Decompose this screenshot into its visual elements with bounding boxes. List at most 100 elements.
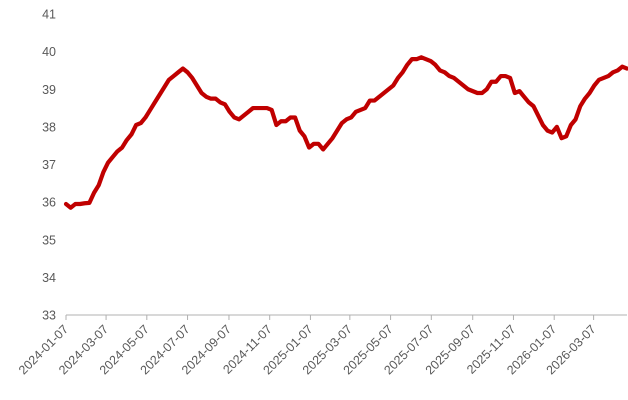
data-point: [195, 83, 199, 88]
data-point: [270, 108, 274, 112]
data-point: [480, 91, 484, 95]
data-point: [592, 83, 596, 88]
data-point: [344, 117, 349, 121]
data-point: [218, 100, 222, 105]
y-tick-label: 38: [42, 120, 56, 134]
data-point: [232, 115, 236, 120]
data-point: [260, 106, 264, 110]
data-point: [274, 123, 278, 127]
data-point: [153, 100, 157, 105]
data-point: [588, 91, 592, 95]
y-tick-label: 33: [42, 309, 56, 323]
data-point: [316, 142, 321, 146]
data-point: [288, 115, 292, 120]
data-point: [461, 83, 465, 88]
data-point: [265, 106, 269, 110]
data-point: [457, 80, 461, 84]
data-point: [284, 119, 288, 123]
data-point: [139, 121, 143, 125]
data-point: [326, 142, 330, 146]
data-point: [349, 115, 353, 120]
data-point: [368, 98, 372, 103]
data-point: [204, 95, 208, 99]
data-point: [83, 201, 87, 205]
data-point: [78, 202, 82, 206]
y-tick-label: 40: [42, 45, 56, 59]
y-axis-labels: 33 34 35 36 37 38 39 40 41: [42, 8, 56, 323]
data-point: [111, 155, 115, 159]
data-point: [625, 66, 628, 71]
y-tick-label: 39: [42, 83, 56, 97]
data-point: [597, 78, 601, 82]
data-point: [106, 161, 110, 165]
data-point: [69, 206, 73, 210]
data-point: [358, 108, 363, 112]
series-points: [64, 55, 628, 210]
data-point: [419, 55, 423, 59]
data-point: [340, 121, 344, 125]
y-tick-label: 37: [42, 158, 56, 172]
data-point: [125, 138, 129, 142]
data-point: [443, 70, 447, 74]
data-point: [447, 74, 451, 78]
data-point: [559, 136, 564, 140]
data-point: [531, 104, 536, 108]
data-point: [115, 149, 120, 153]
data-point: [429, 59, 433, 63]
data-point: [616, 68, 620, 73]
data-point: [611, 70, 615, 74]
data-point: [382, 91, 386, 95]
data-point: [354, 110, 358, 114]
data-point: [438, 68, 442, 73]
data-point: [578, 104, 582, 108]
data-point: [452, 76, 456, 80]
data-point: [185, 70, 190, 74]
data-point: [489, 80, 494, 84]
data-point: [485, 87, 489, 91]
data-point: [391, 83, 395, 88]
data-point: [176, 70, 180, 74]
data-point: [298, 129, 302, 133]
data-point: [620, 65, 624, 69]
data-point: [494, 80, 498, 84]
data-point: [302, 134, 307, 138]
data-point: [223, 102, 227, 106]
data-point: [410, 57, 414, 61]
data-point: [330, 136, 335, 140]
data-point: [148, 108, 152, 112]
data-point: [499, 74, 503, 78]
data-point: [415, 57, 419, 61]
data-point: [573, 117, 578, 121]
data-point: [377, 95, 381, 99]
data-point: [181, 66, 185, 71]
data-point: [335, 129, 339, 133]
data-point: [73, 202, 77, 206]
data-point: [321, 147, 325, 152]
data-point: [307, 145, 311, 150]
x-axis-labels: 2024-01-072024-03-072024-05-072024-07-07…: [16, 322, 599, 377]
y-tick-label: 41: [42, 8, 56, 22]
data-point: [97, 183, 101, 187]
data-point: [606, 74, 610, 78]
y-tick-label: 34: [42, 271, 56, 285]
data-point: [312, 142, 316, 146]
data-point: [517, 89, 522, 93]
data-point: [143, 115, 148, 120]
data-point: [246, 110, 250, 114]
data-point: [522, 95, 526, 99]
data-point: [527, 100, 531, 105]
data-point: [190, 76, 194, 80]
data-point: [363, 106, 367, 110]
data-point: [508, 76, 512, 80]
data-point: [405, 63, 409, 67]
data-point: [466, 87, 470, 91]
data-point: [396, 76, 400, 80]
data-point: [536, 113, 540, 118]
data-point: [602, 76, 606, 80]
data-point: [279, 119, 283, 123]
data-point: [475, 91, 479, 95]
data-point: [541, 123, 545, 127]
data-point: [555, 125, 559, 129]
data-point: [157, 93, 162, 97]
